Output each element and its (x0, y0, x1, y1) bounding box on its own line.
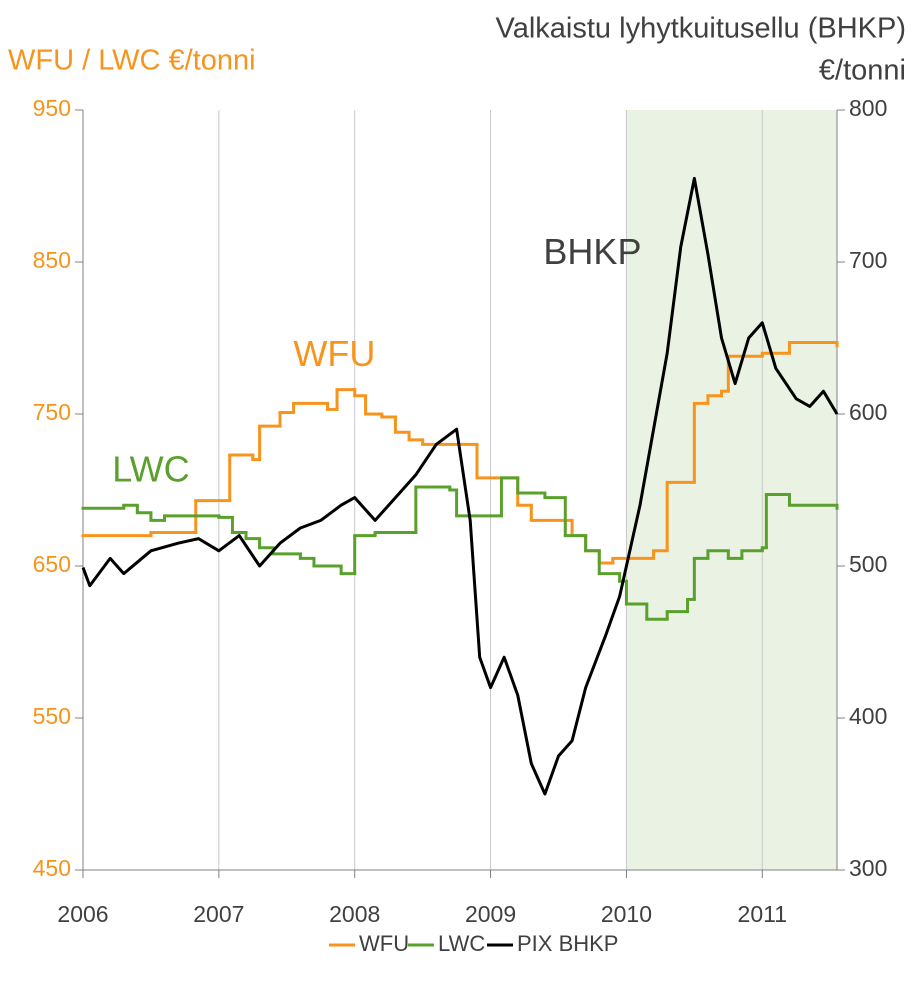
y2-tick-label: 600 (849, 399, 887, 425)
annotation: BHKP (543, 231, 641, 272)
legend-label: WFU (359, 931, 409, 956)
y2-tick-label: 500 (849, 551, 887, 577)
y-tick-label: 850 (33, 247, 71, 273)
y-tick-label: 950 (33, 95, 71, 121)
y-tick-label: 750 (33, 399, 71, 425)
y-tick-label: 450 (33, 855, 71, 881)
y-tick-label: 650 (33, 551, 71, 577)
y2-axis-title: €/tonni (819, 55, 906, 87)
y2-axis-title: Valkaistu lyhytkuitusellu (BHKP) (496, 13, 906, 45)
x-tick-label: 2011 (738, 901, 787, 927)
y2-tick-label: 400 (849, 703, 887, 729)
y2-tick-label: 700 (849, 247, 887, 273)
legend-label: PIX BHKP (517, 931, 618, 956)
y2-tick-label: 300 (849, 855, 887, 881)
x-tick-label: 2006 (57, 901, 108, 927)
y-axis-title: WFU / LWC €/tonni (8, 45, 256, 77)
annotation: LWC (112, 448, 189, 489)
annotation: WFU (293, 333, 375, 374)
y-tick-label: 550 (33, 703, 71, 729)
y2-tick-label: 800 (849, 95, 887, 121)
x-tick-label: 2007 (193, 901, 244, 927)
x-tick-label: 2008 (329, 901, 380, 927)
x-tick-label: 2010 (601, 901, 652, 927)
x-tick-label: 2009 (465, 901, 516, 927)
line (81, 176, 839, 796)
legend-label: LWC (438, 931, 485, 956)
highlight-region (626, 110, 837, 870)
